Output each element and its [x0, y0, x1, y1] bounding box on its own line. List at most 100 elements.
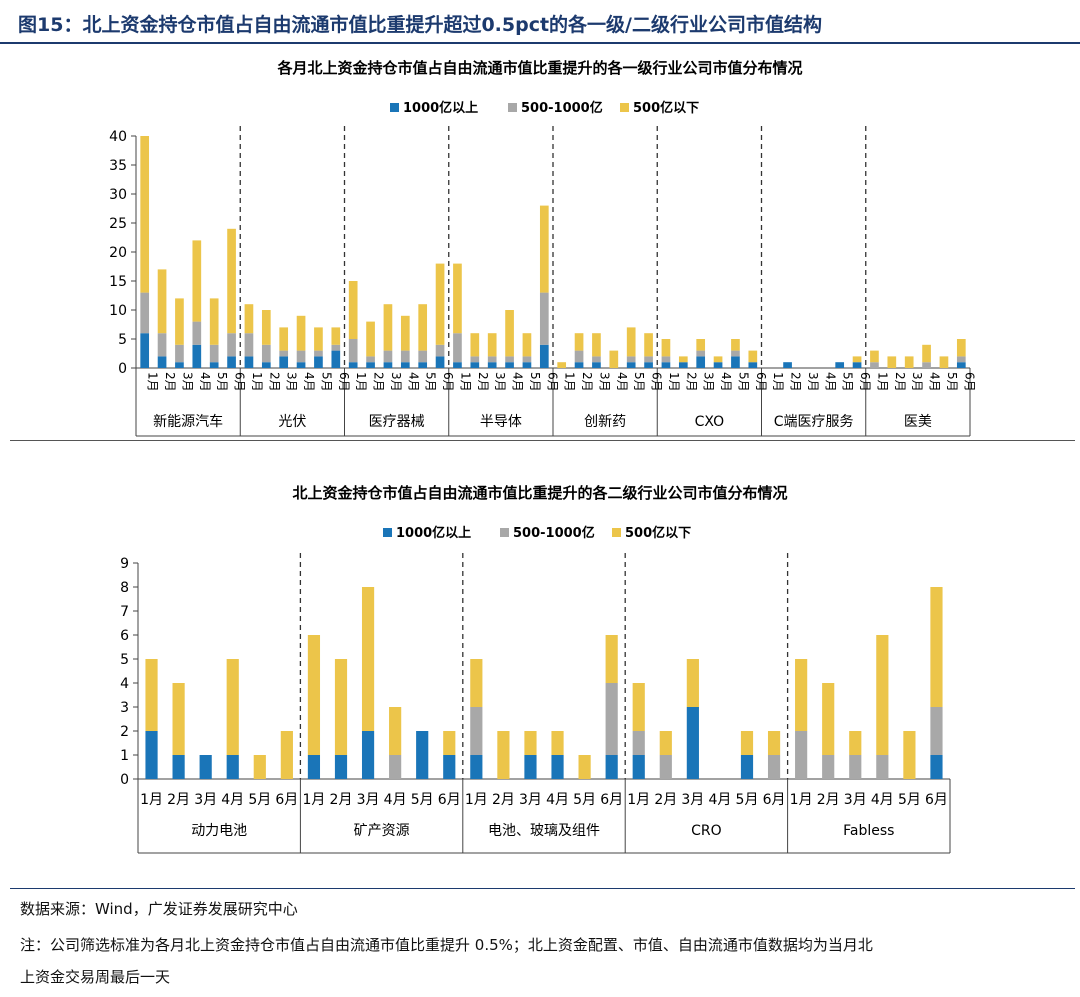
- y-tick-label: 4: [120, 676, 129, 692]
- bar-segment: [551, 755, 564, 779]
- bar-segment: [822, 755, 835, 779]
- bar-segment: [644, 362, 653, 368]
- month-tick-label: 1月: [354, 372, 368, 392]
- bar-segment: [795, 659, 808, 731]
- bar-segment: [192, 321, 202, 345]
- month-tick-label: 1月: [667, 372, 681, 392]
- y-tick-label: 2: [120, 724, 129, 740]
- legend-swatch-1: [500, 528, 509, 537]
- month-tick-label: 2月: [330, 792, 353, 808]
- bar-segment: [696, 350, 706, 357]
- bar-segment: [574, 333, 584, 351]
- bar-segment: [696, 356, 706, 368]
- bar-segment: [400, 315, 410, 351]
- y-tick-label: 30: [109, 187, 127, 203]
- bar-segment: [226, 755, 239, 779]
- footer-rule: [10, 888, 1075, 889]
- group-label: 医疗器械: [369, 414, 425, 430]
- y-tick-label: 0: [118, 361, 127, 377]
- bar-segment: [400, 350, 410, 363]
- month-tick-label: 5月: [736, 372, 750, 392]
- month-tick-label: 2月: [893, 372, 907, 392]
- legend-label-1: 500-1000亿: [513, 525, 595, 541]
- bar-segment: [435, 356, 445, 368]
- bar-segment: [253, 755, 266, 779]
- bar-segment: [870, 350, 879, 363]
- bar-segment: [903, 731, 916, 779]
- bar-segment: [280, 731, 293, 779]
- month-tick-label: 1月: [458, 372, 472, 392]
- bar-segment: [522, 362, 532, 368]
- month-tick-label: 3月: [910, 372, 924, 392]
- bar-segment: [470, 707, 483, 755]
- bar-segment: [632, 683, 645, 731]
- bar-segment: [505, 362, 514, 368]
- bar-segment: [748, 362, 758, 368]
- bar-segment: [922, 362, 931, 368]
- month-tick-label: 4月: [511, 372, 525, 392]
- bar-segment: [172, 683, 185, 755]
- bar-segment: [956, 339, 966, 357]
- bar-segment: [835, 362, 845, 368]
- month-tick-label: 5月: [573, 792, 596, 808]
- bar-segment: [261, 362, 271, 368]
- bar-segment: [487, 333, 497, 357]
- bar-segment: [199, 755, 212, 779]
- bar-segment: [314, 350, 323, 357]
- chart-title: 各月北上资金持仓市值占自由流通市值比重提升的各一级行业公司市值分布情况: [276, 59, 802, 77]
- bar-segment: [574, 350, 584, 363]
- bar-segment: [605, 755, 618, 779]
- month-tick-label: 6月: [233, 372, 247, 392]
- bar-segment: [686, 659, 699, 707]
- note-text-line1: 注：公司筛选标准为各月北上资金持仓市值占自由流通市值比重提升 0.5%；北上资金…: [20, 936, 873, 954]
- bar-segment: [348, 339, 358, 363]
- legend-swatch-2: [612, 528, 621, 537]
- bar-segment: [644, 333, 653, 357]
- month-tick-label: 3月: [681, 792, 704, 808]
- bar-segment: [261, 344, 271, 363]
- bar-segment: [956, 362, 966, 368]
- bar-segment: [713, 362, 723, 368]
- month-tick-label: 4月: [384, 792, 407, 808]
- y-tick-label: 9: [120, 556, 129, 572]
- bar-segment: [416, 731, 429, 779]
- month-tick-label: 4月: [302, 372, 316, 392]
- y-tick-label: 15: [109, 274, 127, 290]
- bar-segment: [279, 350, 289, 357]
- chart-primary-industries: 各月北上资金持仓市值占自由流通市值比重提升的各一级行业公司市值分布情况 1000亿…: [109, 59, 976, 437]
- group-label: 动力电池: [191, 823, 247, 839]
- bar-segment: [767, 731, 781, 755]
- note-text-line2: 上资金交易周最后一天: [20, 968, 171, 986]
- bar-segment: [418, 304, 428, 351]
- month-tick-label: 1月: [771, 372, 785, 392]
- legend-label-2: 500亿以下: [625, 525, 691, 541]
- bar-segment: [626, 362, 636, 368]
- month-tick-label: 3月: [702, 372, 716, 392]
- month-tick-label: 6月: [858, 372, 872, 392]
- bar-segment: [366, 356, 375, 363]
- bar-segment: [261, 310, 271, 345]
- bar-segment: [192, 240, 202, 322]
- bar-segment: [418, 350, 428, 363]
- bar-segment: [767, 755, 781, 779]
- bar-segment: [678, 356, 688, 363]
- y-tick-label: 40: [109, 129, 127, 145]
- month-tick-label: 1月: [875, 372, 889, 392]
- group-label: Fabless: [843, 823, 894, 839]
- month-tick-label: 6月: [754, 372, 768, 392]
- bar-segment: [849, 731, 862, 755]
- month-tick-label: 6月: [337, 372, 351, 392]
- bar-segment: [626, 356, 636, 363]
- month-tick-label: 4月: [823, 372, 837, 392]
- y-tick-label: 8: [120, 580, 129, 596]
- bar-segment: [470, 659, 483, 707]
- bar-segment: [487, 362, 497, 368]
- bar-segment: [334, 755, 348, 779]
- bar-segment: [140, 136, 150, 293]
- bar-segment: [145, 731, 158, 779]
- bar-segment: [331, 350, 341, 368]
- bar-segment: [361, 587, 375, 731]
- bar-segment: [522, 356, 532, 363]
- bar-segment: [175, 344, 184, 363]
- bar-segment: [887, 356, 897, 368]
